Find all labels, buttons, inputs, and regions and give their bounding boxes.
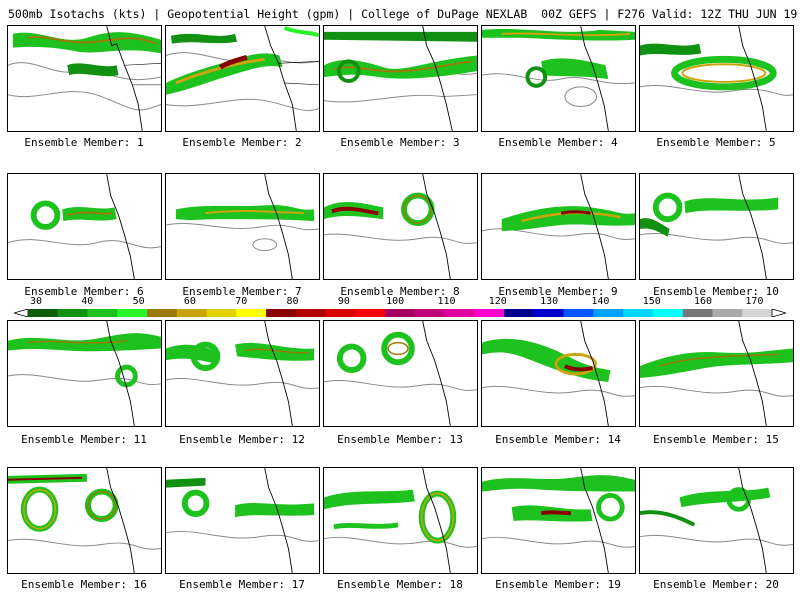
member-label: Ensemble Member: 10 [653, 285, 779, 298]
colorbar-tick-label: 70 [235, 296, 248, 307]
colorbar-swatch [206, 309, 237, 317]
colorbar-swatch [623, 309, 654, 317]
colorbar-tick-label: 130 [540, 296, 559, 307]
ensemble-map-panel-7 [165, 173, 320, 280]
member-label: Ensemble Member: 20 [653, 578, 779, 591]
colorbar-swatch [504, 309, 535, 317]
colorbar-swatch [414, 309, 445, 317]
colorbar-swatch [593, 309, 624, 317]
ensemble-map-panel-18 [323, 467, 478, 574]
colorbar-swatch [385, 309, 416, 317]
colorbar-tick-label: 30 [29, 296, 43, 307]
member-label: Ensemble Member: 16 [21, 578, 147, 591]
colorbar-swatch [87, 309, 118, 317]
colorbar-swatch [742, 309, 773, 317]
ensemble-map-panel-1 [7, 25, 162, 132]
header-run: 00Z GEFS | F276 Valid: 12Z THU JUN 19 20… [541, 7, 800, 21]
colorbar-swatch [28, 309, 59, 317]
colorbar-swatch [325, 309, 356, 317]
colorbar-tick-label: 100 [386, 296, 405, 307]
ensemble-map-panel-20 [639, 467, 794, 574]
colorbar-swatch [652, 309, 684, 317]
colorbar-swatch [176, 309, 207, 317]
colorbar-tick-label: 90 [337, 296, 350, 307]
member-label: Ensemble Member: 13 [337, 433, 463, 446]
colorbar-swatch [682, 309, 713, 317]
ensemble-map-panel-6 [7, 173, 162, 280]
colorbar-left-arrow [14, 309, 29, 317]
colorbar-tick-label: 110 [437, 296, 456, 307]
ensemble-map-panel-10 [639, 173, 794, 280]
colorbar-tick-label: 120 [488, 296, 507, 307]
ensemble-map-panel-5 [639, 25, 794, 132]
ensemble-map-panel-11 [7, 320, 162, 427]
colorbar-swatch [355, 309, 386, 317]
member-label: Ensemble Member: 14 [495, 433, 621, 446]
colorbar-swatch [57, 309, 88, 317]
member-label: Ensemble Member: 8 [340, 285, 460, 298]
ensemble-map-panel-9 [481, 173, 636, 280]
colorbar-swatch [474, 309, 505, 317]
ensemble-map-panel-2 [165, 25, 320, 132]
colorbar-tick-label: 160 [694, 296, 713, 307]
colorbar-tick-label: 40 [81, 296, 94, 307]
member-label: Ensemble Member: 2 [182, 136, 302, 149]
colorbar-tick-label: 60 [183, 296, 196, 307]
member-label: Ensemble Member: 7 [182, 285, 302, 298]
ensemble-map-panel-12 [165, 320, 320, 427]
ensemble-map-panel-8 [323, 173, 478, 280]
member-label: Ensemble Member: 15 [653, 433, 779, 446]
member-label: Ensemble Member: 18 [337, 578, 463, 591]
ensemble-map-panel-14 [481, 320, 636, 427]
colorbar-swatch [295, 309, 326, 317]
ensemble-map-panel-17 [165, 467, 320, 574]
member-label: Ensemble Member: 17 [179, 578, 305, 591]
ensemble-map-panel-13 [323, 320, 478, 427]
ensemble-map-panel-4 [481, 25, 636, 132]
colorbar-tick-label: 150 [642, 296, 661, 307]
colorbar-tick-label: 50 [132, 296, 145, 307]
member-label: Ensemble Member: 9 [498, 285, 618, 298]
member-label: Ensemble Member: 12 [179, 433, 305, 446]
ensemble-map-panel-19 [481, 467, 636, 574]
map-header: 500mb Isotachs (kts) | Geopotential Heig… [8, 7, 800, 21]
member-label: Ensemble Member: 19 [495, 578, 621, 591]
colorbar-tick-label: 80 [286, 296, 299, 307]
ensemble-map-panel-16 [7, 467, 162, 574]
ensemble-map-panel-15 [639, 320, 794, 427]
member-label: Ensemble Member: 6 [24, 285, 144, 298]
colorbar-swatch [712, 309, 743, 317]
ensemble-map-panel-3 [323, 25, 478, 132]
colorbar-tick-label: 170 [745, 296, 764, 307]
colorbar-swatch [117, 309, 148, 317]
colorbar-right-arrow [771, 309, 786, 317]
colorbar-swatch [266, 309, 297, 317]
colorbar-tick-label: 140 [591, 296, 610, 307]
colorbar-tick-labels: 30 40 50 60 70 80 90 100 110 120 130 140 150 160 170 [0, 296, 800, 308]
header-title: 500mb Isotachs (kts) | Geopotential Heig… [8, 7, 528, 21]
member-label: Ensemble Member: 1 [24, 136, 144, 149]
colorbar-swatch [147, 309, 178, 317]
member-label: Ensemble Member: 4 [498, 136, 618, 149]
member-label: Ensemble Member: 11 [21, 433, 147, 446]
isotach-colorbar [14, 309, 786, 317]
member-label: Ensemble Member: 5 [656, 136, 776, 149]
member-label: Ensemble Member: 3 [340, 136, 460, 149]
colorbar-swatch [533, 309, 564, 317]
colorbar-swatch [563, 309, 594, 317]
colorbar-swatch [444, 309, 475, 317]
colorbar-swatch [236, 309, 267, 317]
